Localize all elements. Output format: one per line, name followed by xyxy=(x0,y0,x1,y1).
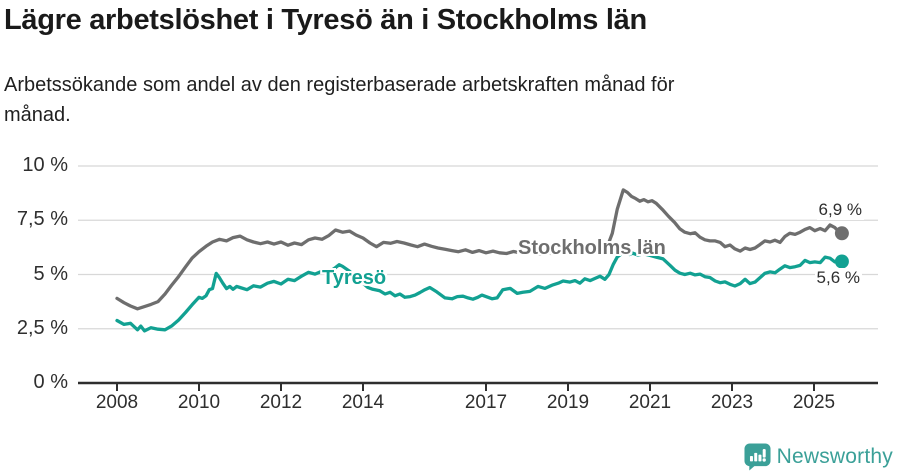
y-axis-tick-label-2-5: 2,5 % xyxy=(16,316,68,339)
x-axis-tick-label-2017: 2017 xyxy=(464,392,508,413)
series-label-stockholms-lan: Stockholms län xyxy=(518,237,666,259)
y-axis-tick-label-5: 5 % xyxy=(33,262,68,285)
y-axis-tick-label-10: 10 % xyxy=(22,154,68,176)
x-axis-tick-label-2025: 2025 xyxy=(792,392,836,413)
chart-title: Lägre arbetslöshet i Tyresö än i Stockho… xyxy=(4,4,647,36)
x-axis-tick-label-2019: 2019 xyxy=(546,392,590,413)
y-axis-tick-label-7-5: 7,5 % xyxy=(16,208,68,231)
newsworthy-logo: Newsworthy xyxy=(744,443,893,471)
x-axis-tick-label-2023: 2023 xyxy=(710,392,754,413)
x-axis-tick-label-2010: 2010 xyxy=(177,392,221,413)
newsworthy-icon xyxy=(744,443,771,471)
x-axis-tick-label-2012: 2012 xyxy=(259,392,303,413)
y-axis-tick-label-0: 0 % xyxy=(33,371,68,393)
chart-subtitle: Arbetssökande som andel av den registerb… xyxy=(4,74,675,126)
series-label-tyreso: Tyresö xyxy=(322,267,387,289)
newsworthy-wordmark: Newsworthy xyxy=(776,445,893,468)
x-axis-tick-label-2021: 2021 xyxy=(628,392,672,413)
end-value-label-stockholms-lan: 6,9 % xyxy=(816,200,864,220)
x-axis-tick-label-2014: 2014 xyxy=(341,392,385,413)
x-axis-tick-label-2008: 2008 xyxy=(95,392,139,413)
end-value-label-tyreso: 5,6 % xyxy=(814,268,862,288)
